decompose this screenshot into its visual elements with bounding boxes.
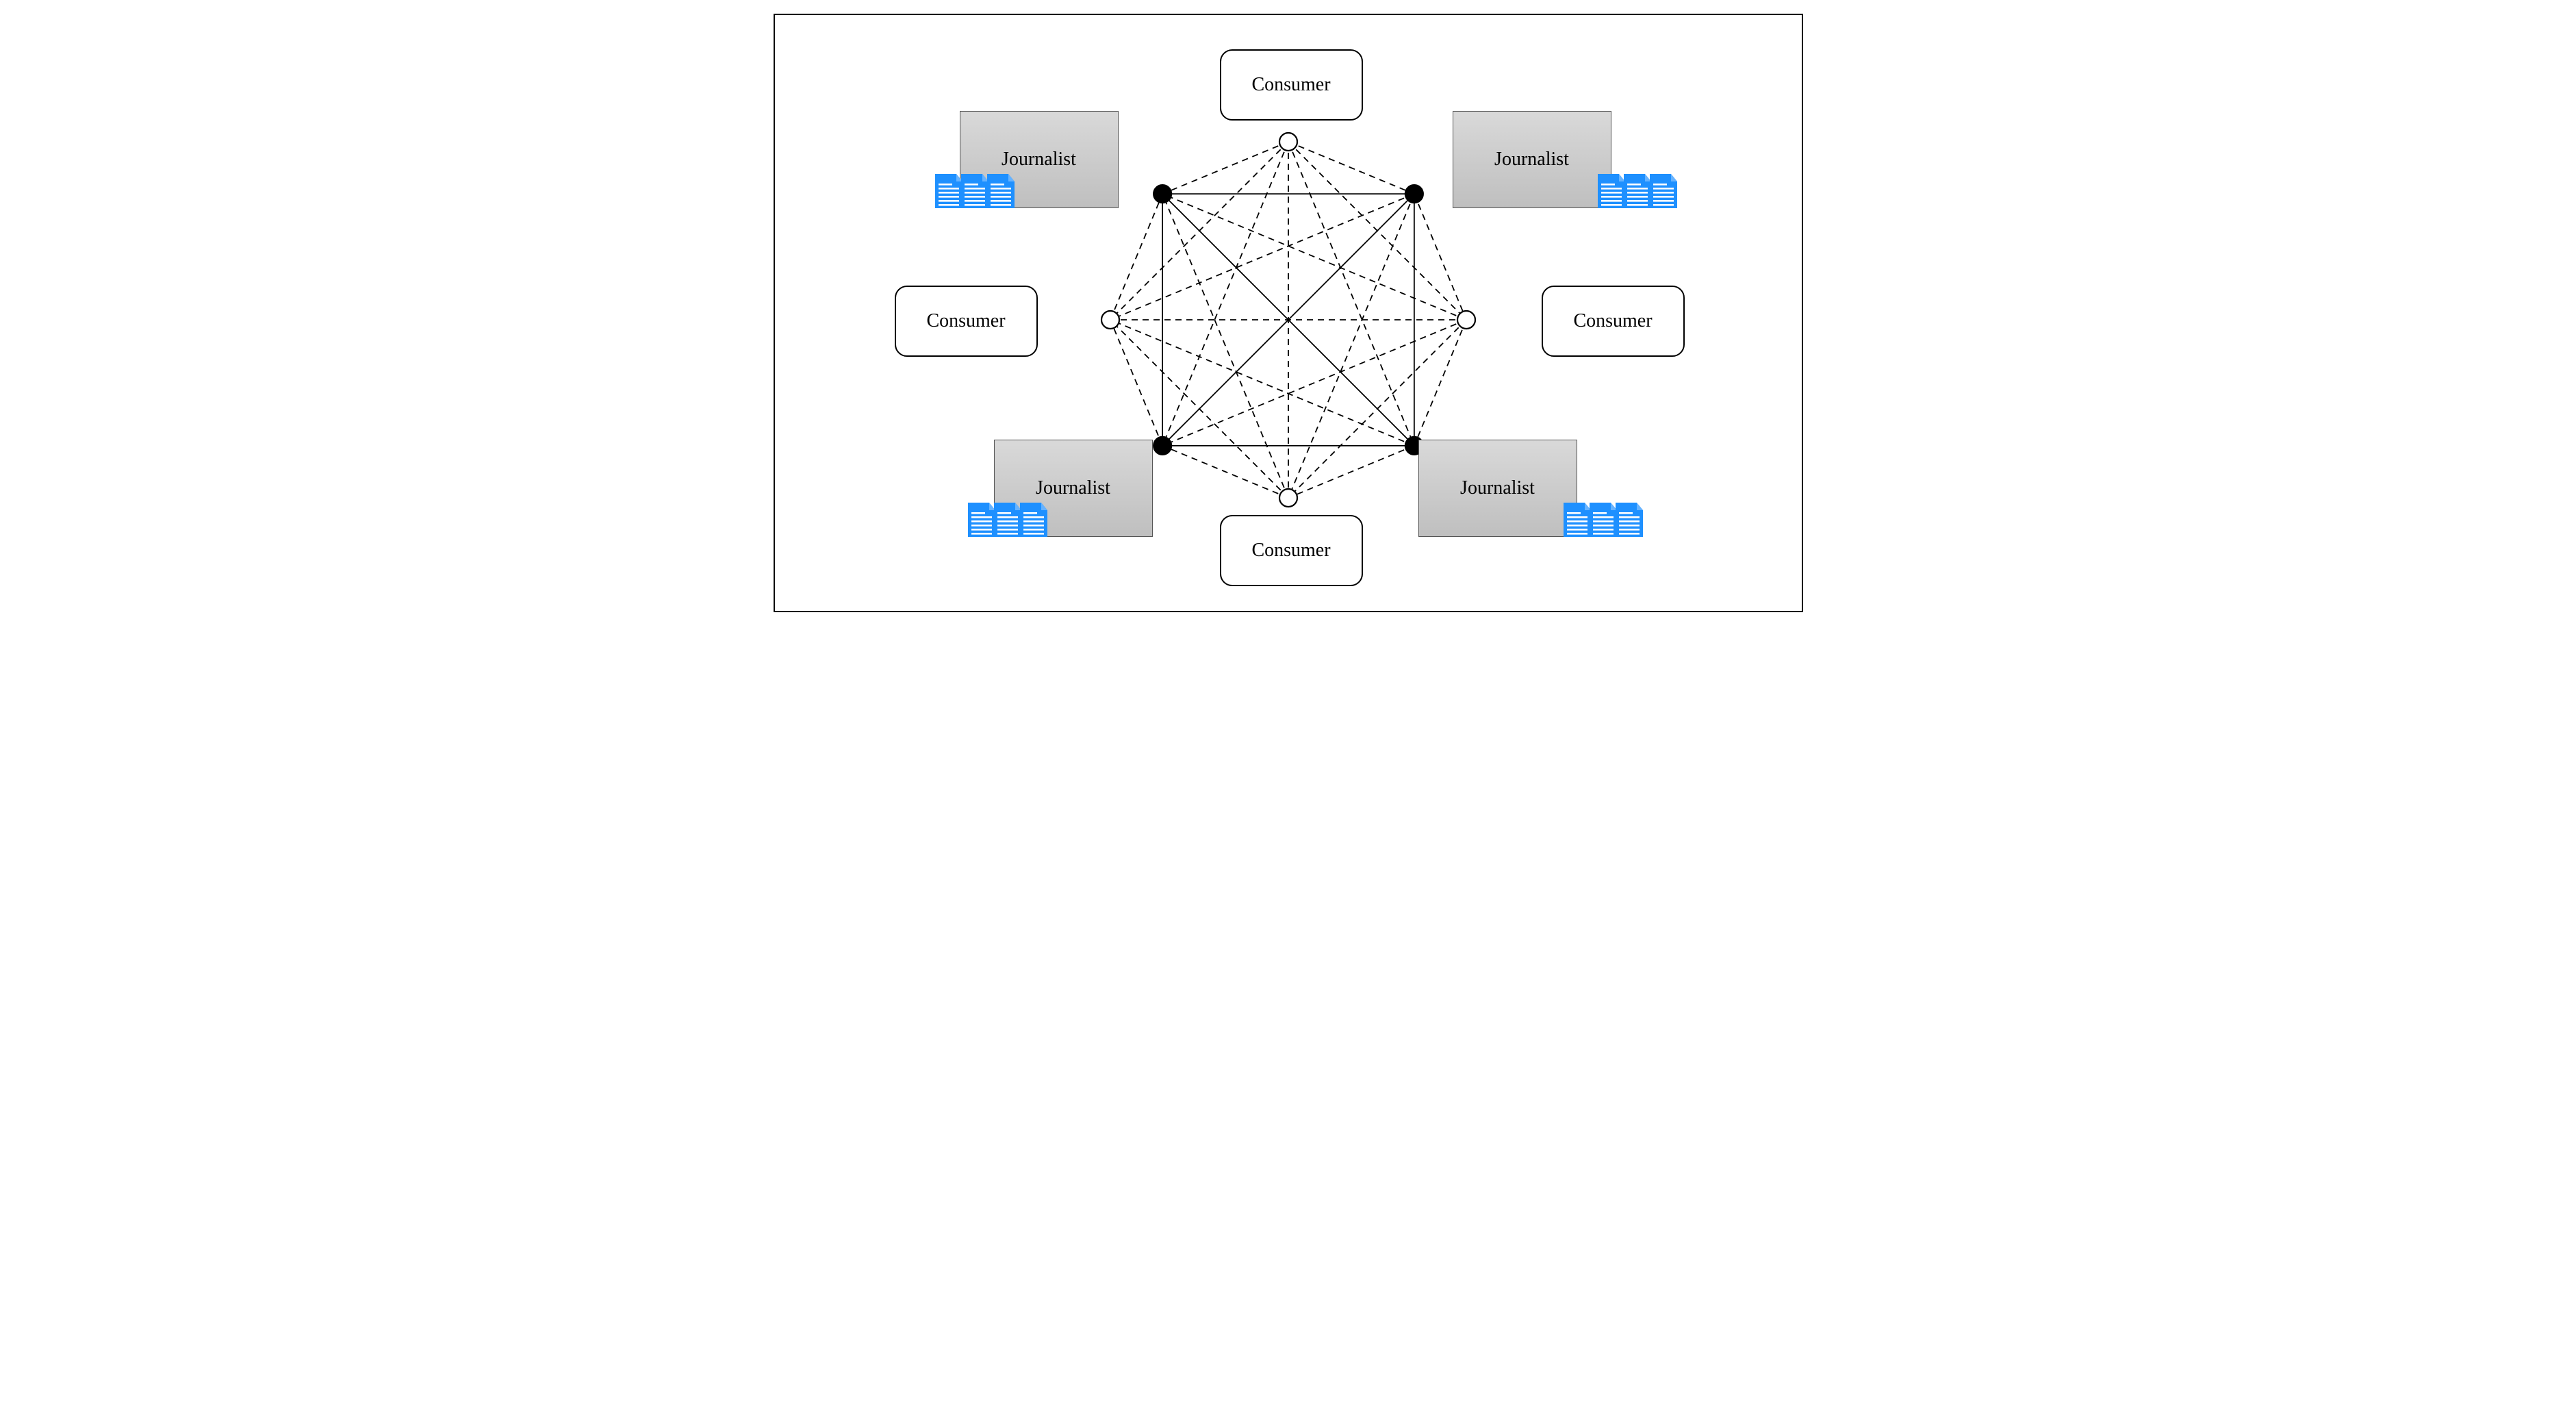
documents-icon <box>1596 173 1674 210</box>
edge <box>1162 142 1288 446</box>
edge <box>1288 194 1414 498</box>
edge <box>1110 142 1288 320</box>
diagram-canvas: Journalist Journalist Journalist Journalist… <box>774 14 1803 612</box>
consumer-label: Consumer <box>1573 310 1652 332</box>
edge <box>1414 194 1466 320</box>
journalist-node <box>1153 185 1171 203</box>
edge <box>1288 142 1414 194</box>
consumer-box: Consumer <box>1542 286 1685 357</box>
documents-icon <box>1562 501 1640 538</box>
edge <box>1110 320 1162 446</box>
journalist-label: Journalist <box>1494 149 1569 171</box>
consumer-node <box>1101 311 1119 329</box>
edge <box>1162 142 1288 194</box>
consumer-node <box>1279 489 1297 507</box>
edge <box>1288 446 1414 498</box>
edge <box>1110 194 1414 320</box>
consumer-label: Consumer <box>1251 74 1330 96</box>
document-icon <box>1019 501 1049 538</box>
consumer-label: Consumer <box>1251 540 1330 562</box>
consumer-label: Consumer <box>926 310 1005 332</box>
journalist-node <box>1153 437 1171 455</box>
document-icon <box>1614 501 1644 538</box>
edge <box>1414 320 1466 446</box>
edge <box>1162 446 1288 498</box>
edge <box>1162 194 1414 446</box>
consumer-node <box>1457 311 1475 329</box>
edge <box>1162 194 1466 320</box>
documents-icon <box>934 173 1012 210</box>
edge <box>1288 142 1414 446</box>
journalist-label: Journalist <box>1460 477 1535 499</box>
consumer-box: Consumer <box>1220 515 1363 586</box>
edge <box>1288 142 1466 320</box>
consumer-box: Consumer <box>1220 49 1363 121</box>
journalist-node <box>1405 185 1423 203</box>
edge <box>1162 194 1288 498</box>
journalist-label: Journalist <box>1002 149 1076 171</box>
edge <box>1110 194 1162 320</box>
consumer-box: Consumer <box>895 286 1038 357</box>
edge <box>1162 320 1466 446</box>
journalist-label: Journalist <box>1036 477 1110 499</box>
document-icon <box>1648 173 1679 210</box>
edge <box>1110 320 1414 446</box>
consumer-node <box>1279 133 1297 151</box>
journalist-box: Journalist <box>1418 440 1577 537</box>
document-icon <box>986 173 1016 210</box>
edge <box>1162 194 1414 446</box>
documents-icon <box>967 501 1045 538</box>
journalist-box: Journalist <box>1453 111 1611 208</box>
